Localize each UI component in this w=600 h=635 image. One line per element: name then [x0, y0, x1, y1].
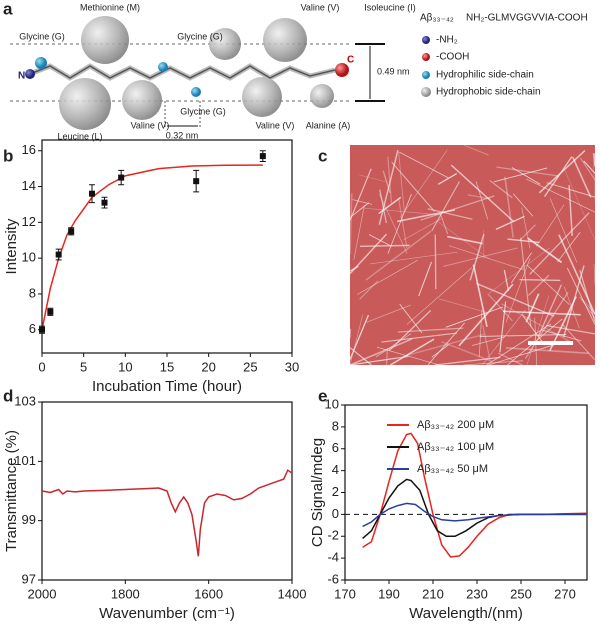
residue-label: Isoleucine (I) — [364, 2, 416, 12]
legend-title: Aβ₃₃₋₄₂ — [420, 13, 454, 24]
data-point — [102, 200, 108, 206]
y-tick-label: -2 — [327, 528, 339, 543]
residue-label: Glycine (G) — [177, 31, 223, 41]
residue-label: Glycine (G) — [19, 31, 65, 41]
y-tick-label: 99 — [22, 512, 36, 527]
y-tick-label: 6 — [332, 440, 339, 455]
x-tick-label: 210 — [422, 586, 444, 601]
y-tick-label: 10 — [22, 250, 36, 265]
legend-label: Aβ₃₃₋₄₂ 200 μM — [417, 419, 494, 431]
y-tick-label: 2 — [332, 484, 339, 499]
data-line — [42, 165, 263, 330]
x-axis-label: Wavenumber (cm⁻¹) — [99, 605, 235, 622]
y-tick-label: 16 — [22, 142, 36, 157]
residue-label: Valine (V) — [256, 120, 295, 130]
legend-item: Hydrophobic side-chain — [436, 87, 541, 98]
x-tick-label: 170 — [334, 586, 356, 601]
data-point — [39, 327, 45, 333]
y-axis-label: Transmittance (%) — [3, 430, 20, 552]
y-axis-label: Intensity — [3, 218, 20, 274]
residue-label: Methionine (M) — [80, 2, 140, 12]
x-tick-label: 2000 — [28, 586, 57, 601]
x-axis-label: Incubation Time (hour) — [92, 378, 242, 395]
c-terminus: C — [347, 55, 354, 66]
y-tick-label: 6 — [29, 321, 36, 336]
x-tick-label: 190 — [378, 586, 400, 601]
y-axis-label: CD Signal/mdeg — [309, 438, 326, 547]
legend-sequence: NH₂-GLMVGGVVIA-COOH — [466, 13, 588, 24]
x-tick-label: 10 — [118, 359, 132, 374]
x-tick-label: 1800 — [111, 586, 140, 601]
residue-label: Valine (V) — [301, 2, 340, 12]
data-point — [56, 252, 62, 258]
data-point — [193, 178, 199, 184]
x-tick-label: 5 — [80, 359, 87, 374]
panel-label: d — [3, 386, 13, 405]
y-tick-label: 14 — [22, 178, 36, 193]
x-tick-label: 30 — [285, 359, 299, 374]
y-tick-label: 103 — [14, 393, 36, 408]
x-tick-label: 15 — [160, 359, 174, 374]
fiber — [520, 280, 561, 281]
x-tick-label: 1600 — [194, 586, 223, 601]
x-tick-label: 230 — [466, 586, 488, 601]
width-label: 0.32 nm — [166, 130, 199, 140]
fiber — [387, 349, 388, 365]
residue-label: Valine (V) — [131, 120, 170, 130]
x-tick-label: 0 — [38, 359, 45, 374]
panel-label: c — [318, 146, 327, 165]
data-point — [260, 153, 266, 159]
y-tick-label: 4 — [332, 462, 339, 477]
data-point — [68, 228, 74, 234]
data-point — [89, 191, 95, 197]
data-line — [363, 503, 587, 526]
y-tick-label: 97 — [22, 571, 36, 586]
y-tick-label: 8 — [332, 418, 339, 433]
x-tick-label: 250 — [510, 586, 532, 601]
scale-bar — [528, 341, 573, 345]
y-tick-label: -6 — [327, 571, 339, 586]
data-line — [363, 479, 587, 538]
y-tick-label: -4 — [327, 550, 339, 565]
y-tick-label: 8 — [29, 285, 36, 300]
plot-frame — [345, 405, 587, 580]
peptide-diagram: Methionine (M) Valine (V) Isoleucine (I)… — [10, 2, 588, 141]
x-tick-label: 20 — [201, 359, 215, 374]
legend-label: Aβ₃₃₋₄₂ 50 μM — [417, 463, 488, 475]
panel-label: a — [3, 0, 13, 18]
y-tick-label: 12 — [22, 214, 36, 229]
legend-item: Hydrophilic side-chain — [436, 70, 534, 81]
x-tick-label: 25 — [243, 359, 257, 374]
fiber — [435, 235, 436, 290]
legend-item: -NH₂ — [436, 35, 458, 46]
panel-label: b — [3, 146, 13, 165]
residue-label: Alanine (A) — [306, 120, 351, 130]
x-axis-label: Wavelength/(nm) — [409, 605, 523, 622]
n-terminus: N — [18, 71, 25, 82]
data-point — [118, 175, 124, 181]
plot-frame — [42, 140, 292, 353]
data-point — [47, 309, 53, 315]
height-label: 0.49 nm — [377, 66, 410, 76]
fiber — [360, 245, 410, 246]
legend-item: -COOH — [436, 52, 469, 63]
data-line — [42, 470, 292, 556]
x-tick-label: 1400 — [278, 586, 307, 601]
x-tick-label: 270 — [554, 586, 576, 601]
micrograph — [350, 145, 595, 365]
y-tick-label: 10 — [325, 396, 339, 411]
residue-label: Glycine (G) — [180, 106, 226, 116]
legend-label: Aβ₃₃₋₄₂ 100 μM — [417, 441, 494, 453]
y-tick-label: 0 — [332, 506, 339, 521]
